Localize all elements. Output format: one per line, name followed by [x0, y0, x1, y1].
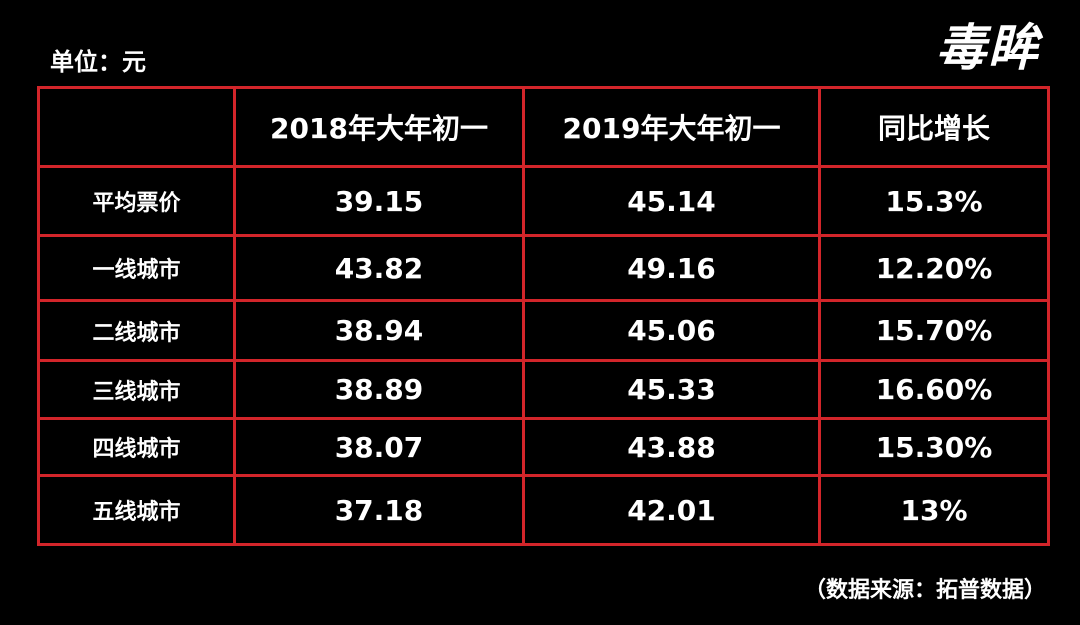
table-cell: 43.82: [233, 234, 525, 302]
table-row: 五线城市 37.18 42.01 13%: [37, 474, 1050, 546]
row-header: 一线城市: [37, 234, 236, 302]
table-cell: 49.16: [522, 234, 821, 302]
column-header: 2019年大年初一: [522, 86, 821, 168]
unit-label: 单位：元: [50, 48, 146, 76]
table-cell: 38.07: [233, 417, 525, 477]
table-cell: 38.94: [233, 299, 525, 362]
row-header: 三线城市: [37, 359, 236, 420]
row-header: 四线城市: [37, 417, 236, 477]
table-row: 平均票价 39.15 45.14 15.3%: [37, 165, 1050, 237]
table-cell: 45.14: [522, 165, 821, 237]
row-header: 平均票价: [37, 165, 236, 237]
table-cell: 15.3%: [818, 165, 1050, 237]
data-table: 2018年大年初一 2019年大年初一 同比增长 平均票价 39.15 45.14 15.3…: [37, 86, 1050, 546]
table-body: 2018年大年初一 2019年大年初一 同比增长 平均票价 39.15 45.14 15.3…: [37, 86, 1050, 546]
table-row: 一线城市 43.82 49.16 12.20%: [37, 234, 1050, 302]
table-row: 三线城市 38.89 45.33 16.60%: [37, 359, 1050, 420]
table-cell: 43.88: [522, 417, 821, 477]
source-note: （数据来源：拓普数据）: [803, 578, 1046, 603]
table-cell: 15.70%: [818, 299, 1050, 362]
column-header: [37, 86, 236, 168]
table-cell: 45.06: [522, 299, 821, 362]
table-cell: 42.01: [522, 474, 821, 546]
table-cell: 13%: [818, 474, 1050, 546]
table-cell: 15.30%: [818, 417, 1050, 477]
table-cell: 37.18: [233, 474, 525, 546]
header-row: 2018年大年初一 2019年大年初一 同比增长: [37, 86, 1050, 168]
column-header: 同比增长: [818, 86, 1050, 168]
table-cell: 12.20%: [818, 234, 1050, 302]
row-header: 二线城市: [37, 299, 236, 362]
table-cell: 39.15: [233, 165, 525, 237]
table-cell: 16.60%: [818, 359, 1050, 420]
table-cell: 38.89: [233, 359, 525, 420]
column-header: 2018年大年初一: [233, 86, 525, 168]
table-row: 二线城市 38.94 45.06 15.70%: [37, 299, 1050, 362]
table-cell: 45.33: [522, 359, 821, 420]
row-header: 五线城市: [37, 474, 236, 546]
table-row: 四线城市 38.07 43.88 15.30%: [37, 417, 1050, 477]
logo: 毒眸: [936, 19, 1040, 77]
